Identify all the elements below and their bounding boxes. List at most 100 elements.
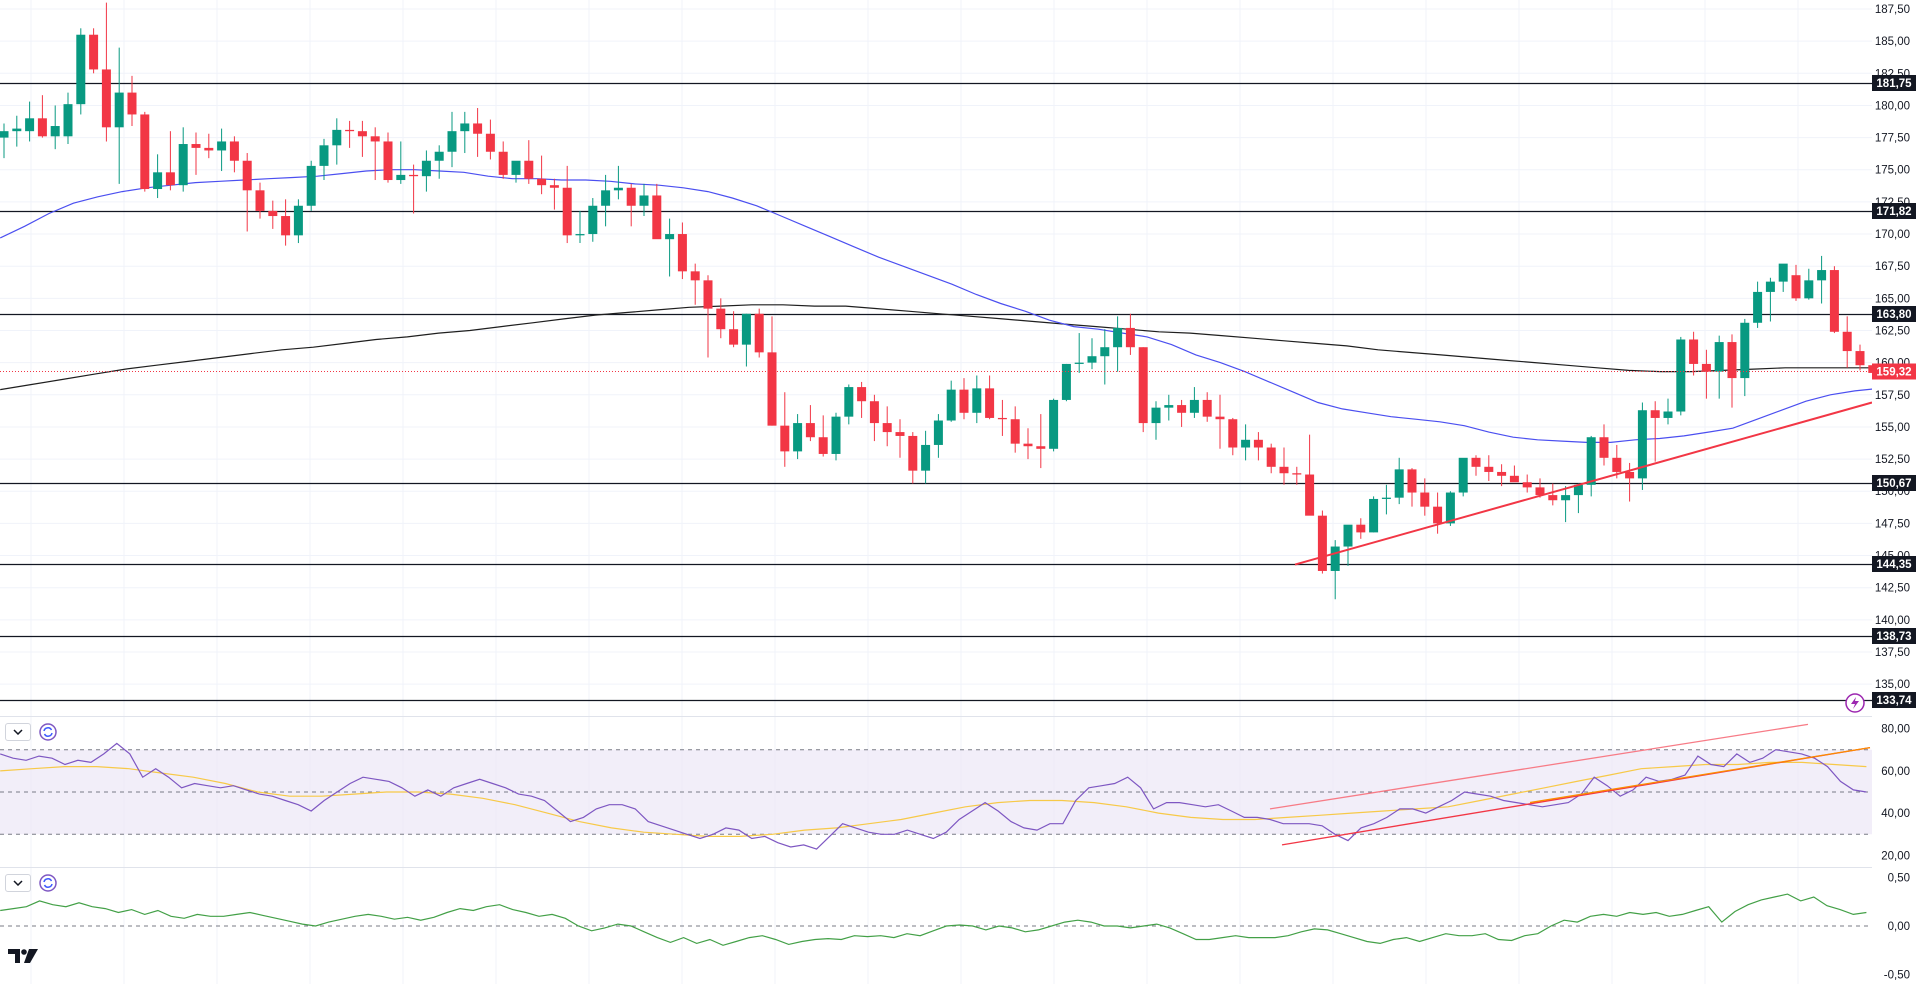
- candle[interactable]: [127, 75, 137, 127]
- candle[interactable]: [703, 275, 713, 358]
- candle[interactable]: [652, 183, 662, 240]
- candle[interactable]: [601, 174, 611, 227]
- candle[interactable]: [1484, 455, 1494, 481]
- candle[interactable]: [165, 131, 175, 191]
- candle[interactable]: [1164, 394, 1174, 421]
- candle[interactable]: [1804, 268, 1814, 300]
- candle[interactable]: [460, 111, 470, 154]
- candle[interactable]: [1023, 428, 1033, 460]
- candle[interactable]: [511, 160, 521, 183]
- candle[interactable]: [1586, 435, 1596, 497]
- candle[interactable]: [780, 392, 790, 467]
- candle[interactable]: [204, 133, 214, 159]
- candle[interactable]: [1855, 344, 1865, 371]
- candle[interactable]: [1010, 406, 1020, 453]
- candle[interactable]: [869, 394, 879, 442]
- candle[interactable]: [357, 120, 367, 157]
- candle[interactable]: [1471, 455, 1481, 476]
- candle[interactable]: [485, 119, 495, 160]
- candle[interactable]: [1650, 401, 1660, 462]
- candle[interactable]: [1087, 338, 1097, 370]
- candle[interactable]: [306, 160, 316, 211]
- candle[interactable]: [1458, 457, 1468, 497]
- candle[interactable]: [1049, 398, 1059, 452]
- candle[interactable]: [1509, 465, 1519, 483]
- candle[interactable]: [1676, 336, 1686, 416]
- candle[interactable]: [1317, 510, 1327, 574]
- candle[interactable]: [229, 136, 239, 173]
- candle[interactable]: [818, 415, 828, 457]
- candle[interactable]: [1330, 540, 1340, 600]
- candle[interactable]: [89, 28, 99, 74]
- candle[interactable]: [665, 218, 675, 277]
- candle[interactable]: [178, 127, 188, 192]
- candle[interactable]: [575, 210, 585, 244]
- momentum-pane-collapse-button[interactable]: [5, 874, 31, 892]
- candle[interactable]: [1817, 255, 1827, 304]
- lightning-icon[interactable]: [1845, 693, 1865, 713]
- candle[interactable]: [997, 399, 1007, 436]
- candle[interactable]: [946, 380, 956, 422]
- candle[interactable]: [1241, 424, 1251, 461]
- candle[interactable]: [1522, 474, 1532, 493]
- rsi-support-trendline[interactable]: [1529, 746, 1871, 804]
- candle[interactable]: [1125, 313, 1135, 355]
- candle[interactable]: [383, 132, 393, 183]
- candle[interactable]: [0, 123, 9, 159]
- candle[interactable]: [1113, 316, 1123, 372]
- candle[interactable]: [1228, 417, 1238, 456]
- candle[interactable]: [1074, 333, 1084, 373]
- candle[interactable]: [1100, 329, 1110, 385]
- candle[interactable]: [1663, 398, 1673, 425]
- candle[interactable]: [140, 111, 150, 192]
- candle[interactable]: [716, 298, 726, 339]
- refresh-icon[interactable]: [39, 874, 57, 892]
- candle[interactable]: [793, 414, 803, 460]
- candle[interactable]: [473, 108, 483, 157]
- candle[interactable]: [1138, 347, 1148, 433]
- candle[interactable]: [972, 375, 982, 424]
- candle[interactable]: [1829, 266, 1839, 334]
- candle[interactable]: [1765, 277, 1775, 322]
- candle[interactable]: [1177, 399, 1187, 427]
- candle[interactable]: [281, 199, 291, 246]
- candle[interactable]: [114, 47, 124, 184]
- candle[interactable]: [1420, 478, 1430, 516]
- candle[interactable]: [1343, 524, 1353, 566]
- candle[interactable]: [1305, 434, 1315, 516]
- candle[interactable]: [1548, 483, 1558, 506]
- candle[interactable]: [1561, 486, 1571, 523]
- candle[interactable]: [1394, 457, 1404, 505]
- candle[interactable]: [1701, 349, 1711, 399]
- candle[interactable]: [63, 92, 73, 145]
- candle[interactable]: [524, 140, 534, 184]
- candle[interactable]: [537, 155, 547, 195]
- rsi-upper-trendline[interactable]: [1269, 723, 1809, 810]
- candle[interactable]: [1433, 492, 1443, 534]
- candle[interactable]: [882, 406, 892, 447]
- candle[interactable]: [1381, 484, 1391, 515]
- candle[interactable]: [1292, 466, 1302, 485]
- candle[interactable]: [1202, 392, 1212, 422]
- candle[interactable]: [268, 200, 278, 229]
- candle[interactable]: [1573, 483, 1583, 514]
- candle[interactable]: [1036, 414, 1046, 469]
- candle[interactable]: [1189, 387, 1199, 418]
- candle[interactable]: [12, 115, 22, 147]
- candle[interactable]: [729, 311, 739, 348]
- candle[interactable]: [1791, 264, 1801, 301]
- candle[interactable]: [25, 101, 35, 142]
- candle[interactable]: [1497, 464, 1507, 487]
- candle[interactable]: [1637, 402, 1647, 490]
- candle[interactable]: [1061, 363, 1071, 402]
- candle[interactable]: [293, 199, 303, 244]
- candle[interactable]: [1407, 468, 1417, 507]
- candle[interactable]: [242, 153, 252, 232]
- candle[interactable]: [498, 141, 508, 179]
- candle[interactable]: [677, 222, 687, 280]
- candle[interactable]: [434, 145, 444, 179]
- candle[interactable]: [754, 308, 764, 358]
- rising-trendline[interactable]: [1294, 401, 1873, 566]
- candle[interactable]: [1253, 432, 1263, 461]
- candle[interactable]: [959, 378, 969, 420]
